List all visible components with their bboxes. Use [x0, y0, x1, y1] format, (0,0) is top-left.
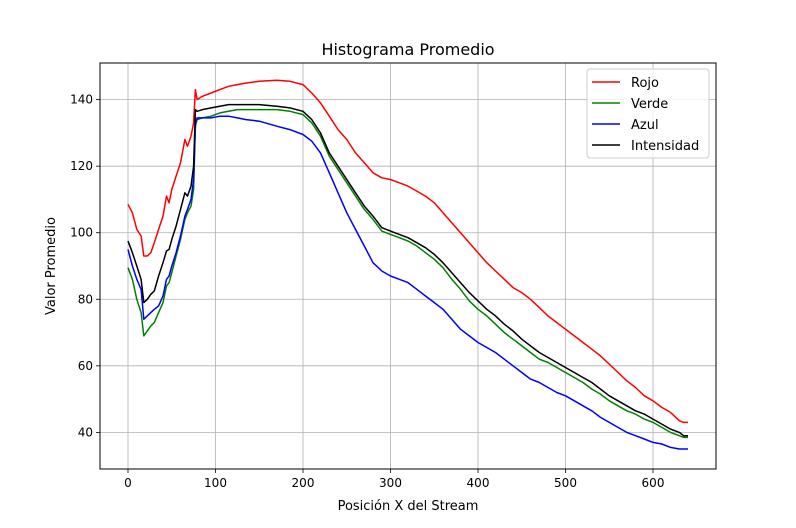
x-tick-label: 0 [124, 476, 132, 490]
y-tick-label: 60 [78, 359, 93, 373]
x-tick-label: 600 [642, 476, 665, 490]
y-tick-label: 40 [78, 425, 93, 439]
axis-ticks: 0 100 200 300 400 500 600 40 60 80 100 120 140 [70, 93, 664, 490]
legend-label-intensidad: Intensidad [631, 139, 699, 154]
grid [100, 63, 716, 469]
x-tick-label: 400 [467, 476, 490, 490]
legend-label-azul: Azul [631, 118, 659, 133]
legend: Rojo Verde Azul Intensidad [586, 68, 710, 159]
y-tick-label: 80 [78, 292, 93, 306]
series-line-verde [127, 108, 688, 439]
x-axis-title: Posición X del Stream [338, 499, 479, 514]
y-axis-title: Valor Promedio [44, 217, 59, 315]
legend-box [586, 68, 710, 159]
x-tick-label: 500 [554, 476, 577, 490]
series-line-intensidad [127, 103, 688, 437]
plot-frame [99, 62, 717, 470]
x-tick-label: 300 [379, 476, 402, 490]
y-tick-label: 100 [70, 226, 93, 240]
series-line-rojo [127, 79, 688, 424]
series-lines [127, 79, 688, 450]
legend-label-rojo: Rojo [631, 76, 659, 91]
y-tick-label: 120 [70, 159, 93, 173]
chart-title: Histograma Promedio [321, 40, 494, 59]
x-tick-label: 100 [204, 476, 227, 490]
y-tick-label: 140 [70, 93, 93, 107]
legend-label-verde: Verde [631, 97, 668, 112]
x-tick-label: 200 [292, 476, 315, 490]
series-line-azul [127, 115, 688, 450]
